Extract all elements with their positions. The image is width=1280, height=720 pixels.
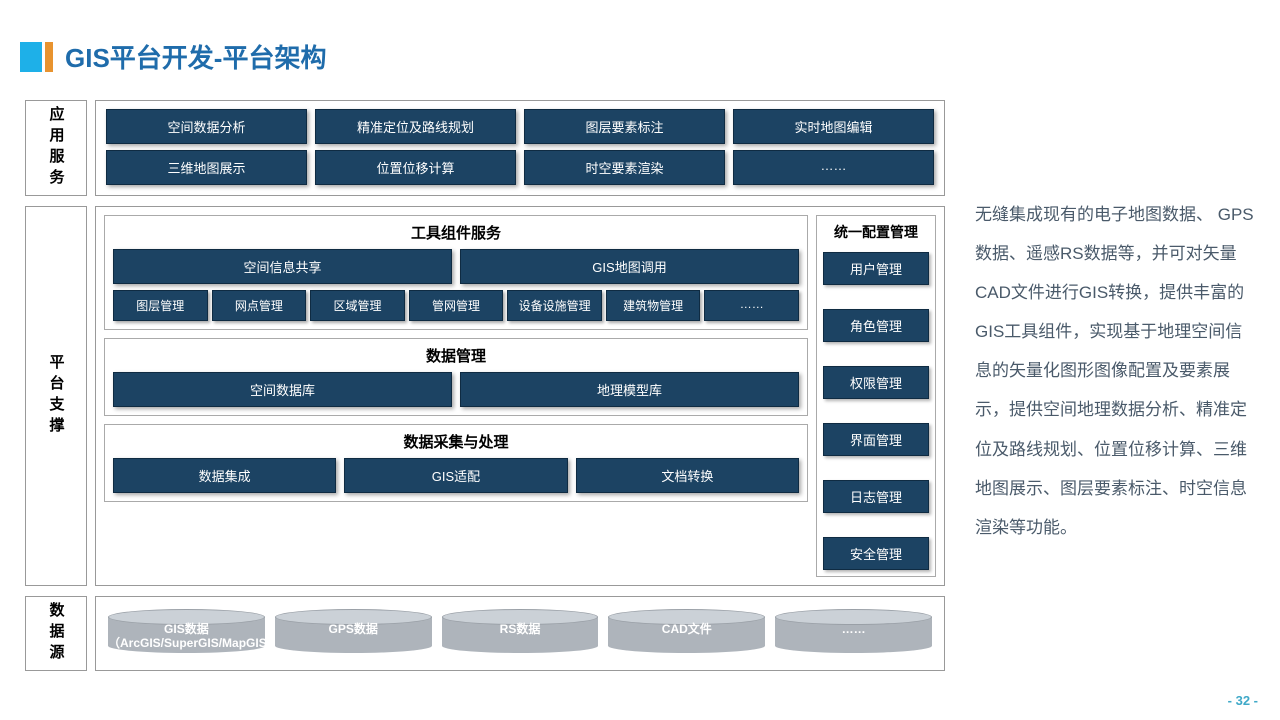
page-title: GIS平台开发-平台架构 (65, 38, 326, 75)
config-panel-title: 统一配置管理 (823, 222, 929, 242)
tool-mgmt-btn-5: 建筑物管理 (606, 290, 701, 321)
app-btn-r1-0: 空间数据分析 (106, 109, 307, 144)
data-mgmt-btn-1: 地理模型库 (460, 372, 799, 407)
tool-big-btn-1: GIS地图调用 (460, 249, 799, 284)
cfg-btn-0: 用户管理 (823, 252, 929, 285)
cfg-btn-3: 界面管理 (823, 423, 929, 456)
app-layer-body: 空间数据分析精准定位及路线规划图层要素标注实时地图编辑 三维地图展示位置位移计算… (95, 100, 945, 196)
data-cylinder-4: …… (775, 609, 932, 653)
app-btn-r2-2: 时空要素渲染 (524, 150, 725, 185)
collect-panel: 数据采集与处理 数据集成GIS适配文档转换 (104, 424, 808, 502)
collect-btn-2: 文档转换 (576, 458, 799, 493)
data-mgmt-btn-0: 空间数据库 (113, 372, 452, 407)
tool-panel: 工具组件服务 空间信息共享GIS地图调用 图层管理网点管理区域管理管网管理设备设… (104, 215, 808, 330)
side-description: 无缝集成现有的电子地图数据、 GPS数据、遥感RS数据等，并可对矢量CAD文件进… (975, 195, 1255, 547)
app-btn-r1-1: 精准定位及路线规划 (315, 109, 516, 144)
title-bar: GIS平台开发-平台架构 (20, 38, 326, 75)
cfg-btn-1: 角色管理 (823, 309, 929, 342)
app-btn-r1-2: 图层要素标注 (524, 109, 725, 144)
page-number: - 32 - (1228, 693, 1258, 708)
app-btn-r2-0: 三维地图展示 (106, 150, 307, 185)
tool-mgmt-btn-0: 图层管理 (113, 290, 208, 321)
config-panel: 统一配置管理 用户管理角色管理权限管理界面管理日志管理安全管理 (816, 215, 936, 577)
data-cylinder-0: GIS数据（ArcGIS/SuperGIS/MapGIS） (108, 609, 265, 653)
tool-mgmt-btn-2: 区域管理 (310, 290, 405, 321)
app-layer-label: 应用服务 (25, 100, 87, 196)
app-btn-r2-1: 位置位移计算 (315, 150, 516, 185)
cfg-btn-2: 权限管理 (823, 366, 929, 399)
tool-big-btn-0: 空间信息共享 (113, 249, 452, 284)
orange-block (45, 42, 53, 72)
app-layer: 应用服务 空间数据分析精准定位及路线规划图层要素标注实时地图编辑 三维地图展示位… (25, 100, 945, 196)
data-source-label: 数据源 (25, 596, 87, 671)
platform-layer-body: 工具组件服务 空间信息共享GIS地图调用 图层管理网点管理区域管理管网管理设备设… (95, 206, 945, 586)
cyan-block (20, 42, 42, 72)
data-source-body: GIS数据（ArcGIS/SuperGIS/MapGIS）GPS数据RS数据CA… (95, 596, 945, 671)
tool-mgmt-btn-6: …… (704, 290, 799, 321)
tool-panel-title: 工具组件服务 (113, 222, 799, 243)
data-cylinder-2: RS数据 (442, 609, 599, 653)
diagram-main: 应用服务 空间数据分析精准定位及路线规划图层要素标注实时地图编辑 三维地图展示位… (25, 100, 945, 681)
collect-btn-1: GIS适配 (344, 458, 567, 493)
data-source-layer: 数据源 GIS数据（ArcGIS/SuperGIS/MapGIS）GPS数据RS… (25, 596, 945, 671)
tool-mgmt-btn-3: 管网管理 (409, 290, 504, 321)
platform-left-stack: 工具组件服务 空间信息共享GIS地图调用 图层管理网点管理区域管理管网管理设备设… (104, 215, 808, 577)
cfg-btn-5: 安全管理 (823, 537, 929, 570)
collect-panel-title: 数据采集与处理 (113, 431, 799, 452)
data-panel-title: 数据管理 (113, 345, 799, 366)
data-panel: 数据管理 空间数据库地理模型库 (104, 338, 808, 416)
collect-btn-0: 数据集成 (113, 458, 336, 493)
app-btn-r2-3: …… (733, 150, 934, 185)
app-btn-r1-3: 实时地图编辑 (733, 109, 934, 144)
cfg-btn-4: 日志管理 (823, 480, 929, 513)
tool-mgmt-btn-4: 设备设施管理 (507, 290, 602, 321)
platform-layer-label: 平台支撑 (25, 206, 87, 586)
platform-layer: 平台支撑 工具组件服务 空间信息共享GIS地图调用 图层管理网点管理区域管理管网… (25, 206, 945, 586)
data-cylinder-3: CAD文件 (608, 609, 765, 653)
tool-mgmt-btn-1: 网点管理 (212, 290, 307, 321)
data-cylinder-1: GPS数据 (275, 609, 432, 653)
